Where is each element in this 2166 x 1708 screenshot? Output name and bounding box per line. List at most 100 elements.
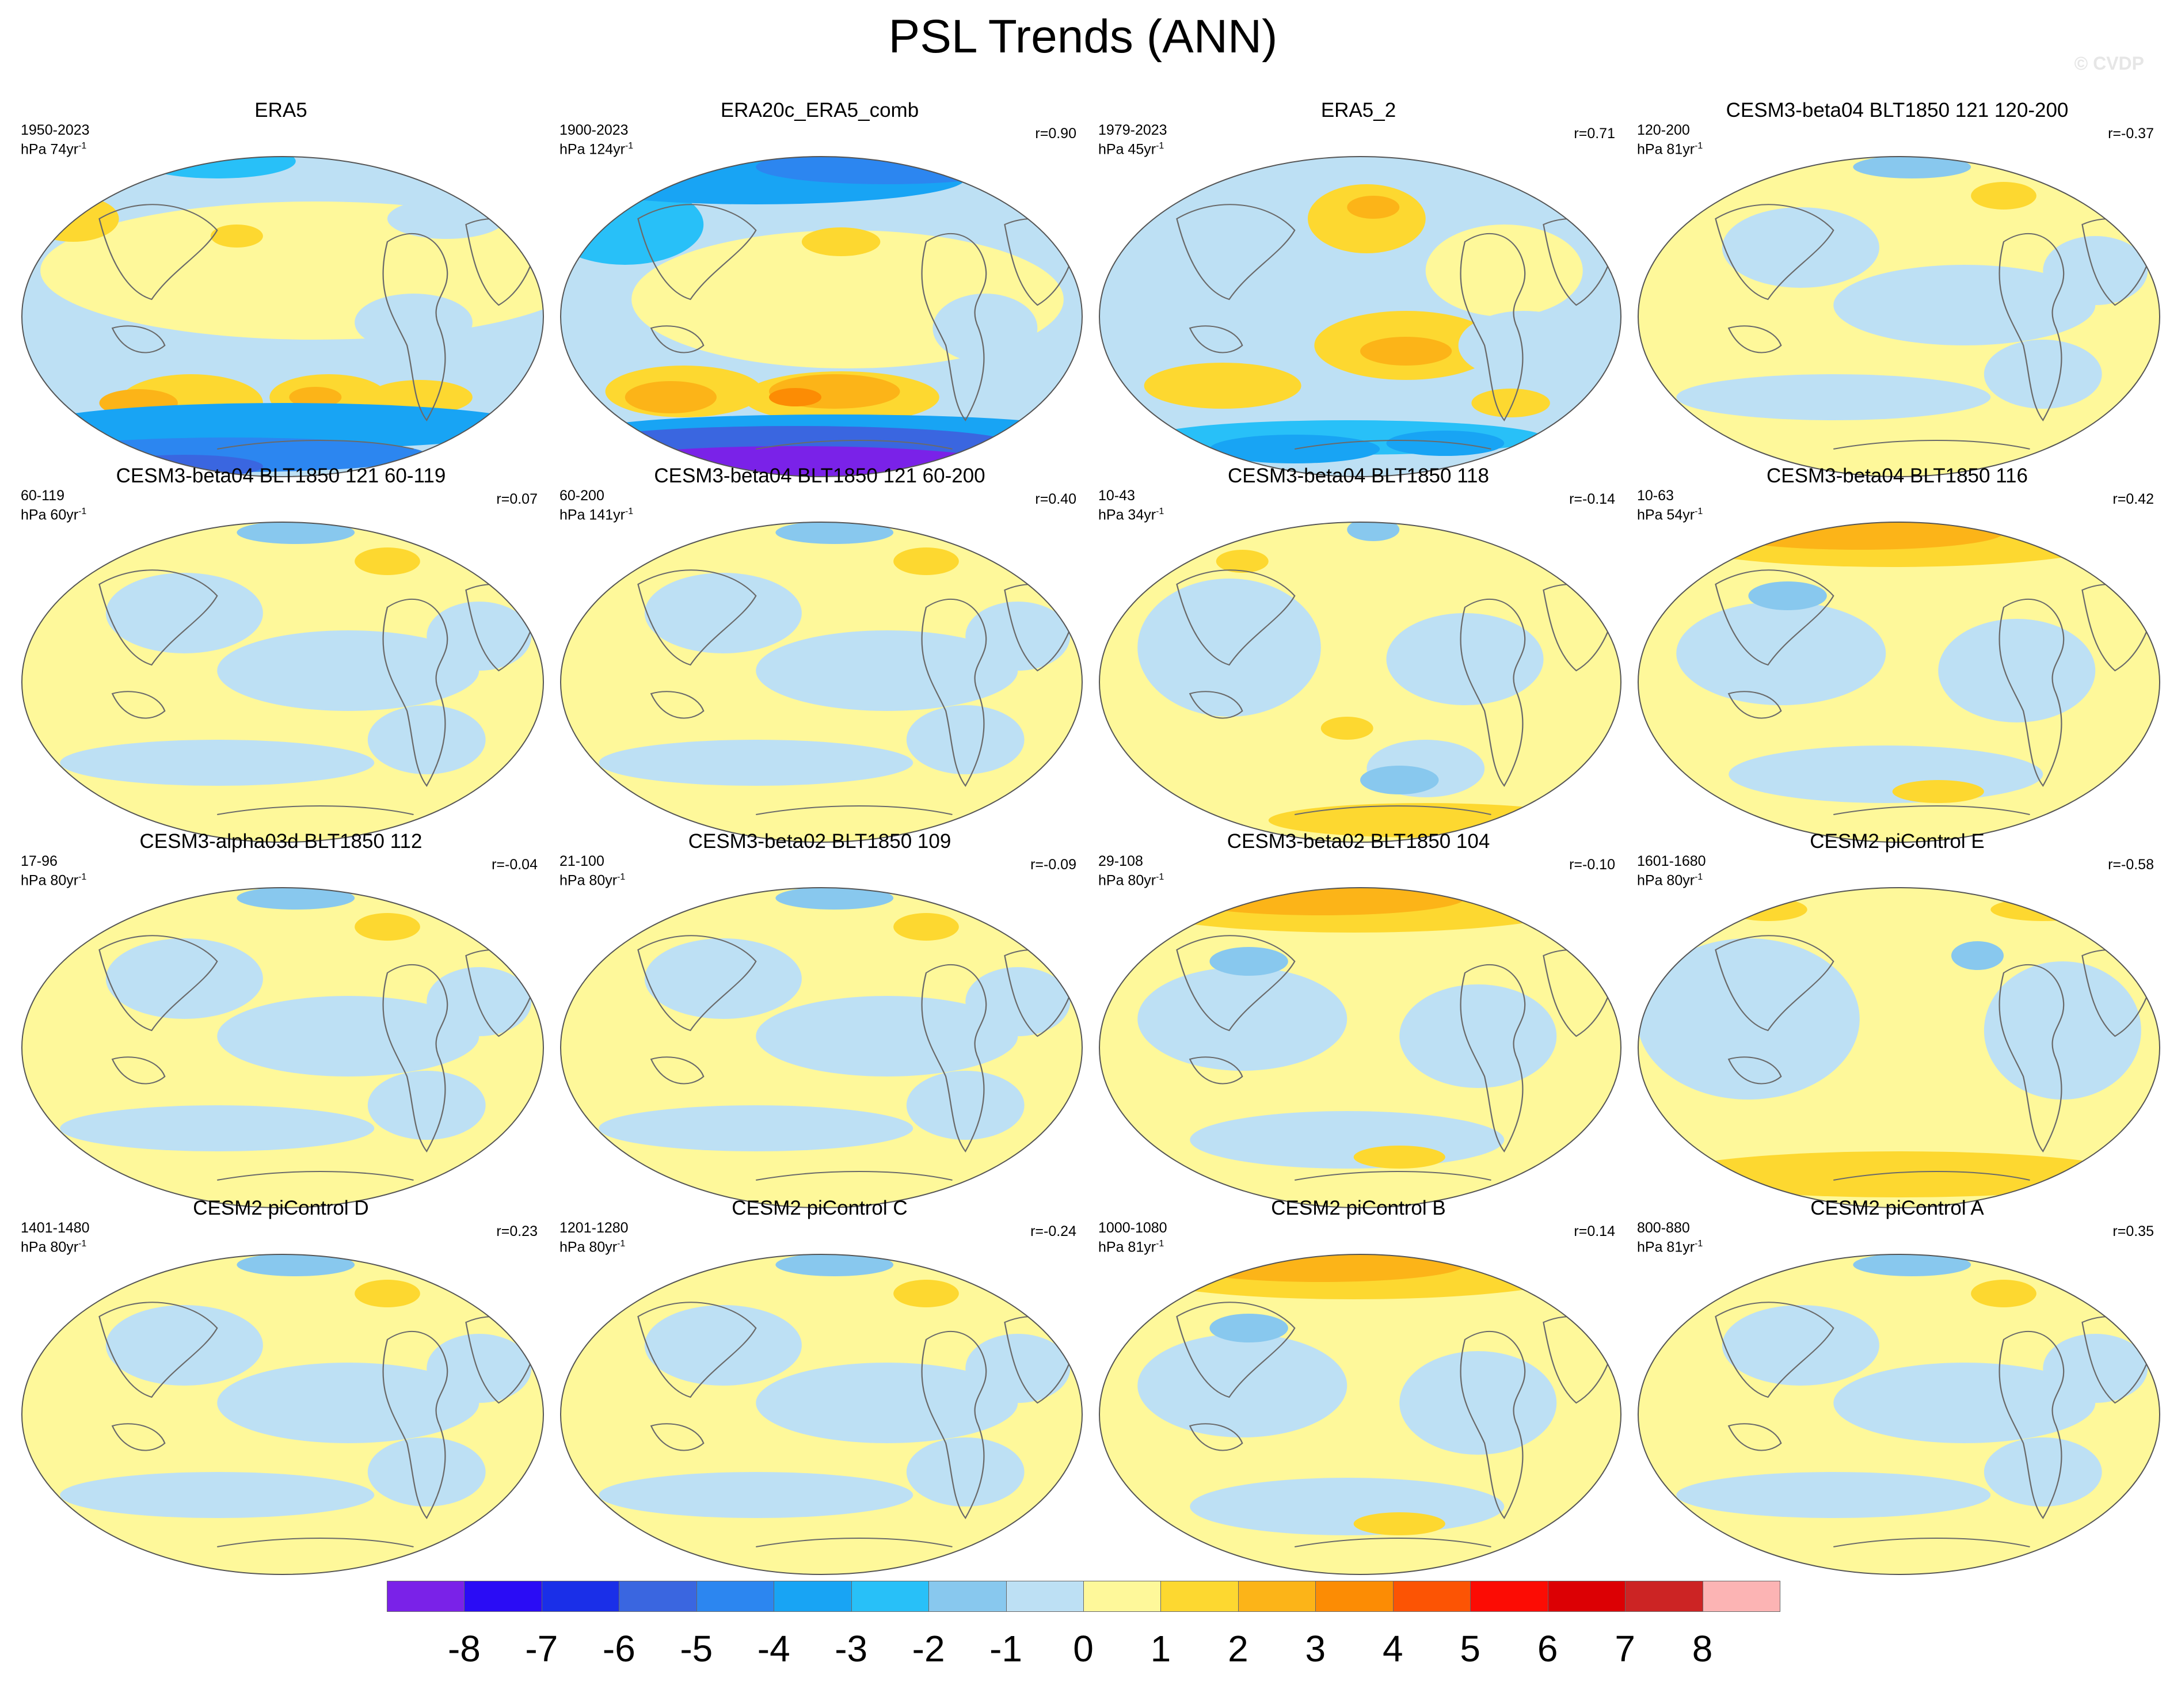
panel-years: 1201-1280 [559,1220,629,1236]
colorbar-tick-label: -3 [835,1628,868,1669]
coastline [1189,1423,1243,1451]
trend-contour [105,938,263,1019]
trend-contour [932,294,1038,363]
coastline [637,569,757,666]
panel-years: 10-43 [1098,488,1135,504]
panel-correlation: r=0.14 [1574,1223,1615,1239]
colorbar-swatch [1392,1581,1471,1612]
trend-contour [1347,196,1400,219]
trend-contour [965,602,1071,671]
trend-contour [906,705,1025,774]
trend-contour [289,387,342,408]
colorbar-tick-label: -5 [680,1628,713,1669]
trend-contour [599,740,913,786]
trend-contour [1984,1437,2102,1507]
coastline [382,964,448,1152]
panel-title: CESM3-beta02 BLT1850 104 [1227,830,1490,853]
trend-contour [644,573,802,653]
colorbar-tick-label: 1 [1150,1628,1171,1669]
panel-units: hPa 141yr-1 [559,507,634,523]
panel-title: CESM2 piControl D [193,1197,369,1219]
panel-units: hPa 81yr-1 [1637,141,1703,158]
map-border [1099,887,1621,1208]
trend-contour [1130,242,1262,334]
panel-correlation: r=0.90 [1035,125,1076,142]
trend-contour [1137,967,1347,1071]
coastline [1727,1423,1782,1451]
trend-contour [1676,1472,1991,1518]
trend-contour [1308,184,1426,253]
panel-units: hPa 80yr-1 [559,1239,626,1256]
trend-contour [801,227,881,256]
trend-contour [906,1071,1025,1140]
panel-years: 60-200 [559,488,604,504]
coastline [98,935,218,1032]
trend-map [560,887,1083,1208]
trend-contour [217,630,479,711]
trend-contour [1669,1151,2129,1197]
coastline [111,1423,166,1451]
panel-title: ERA20c_ERA5_comb [720,99,919,121]
coastline [921,233,987,421]
coastline [921,1330,987,1519]
colorbar-swatch [464,1581,542,1612]
trend-contour [893,913,959,941]
trend-contour [33,403,532,449]
coastline [1833,1171,2030,1181]
trend-map [1099,887,1621,1208]
trend-contour [1425,225,1583,317]
trend-contour [1722,207,1879,288]
coastline [1727,691,1782,719]
coastline [98,204,218,300]
trend-contour [2043,1334,2148,1403]
trend-contour [756,1363,1018,1443]
colorbar-swatch [1315,1581,1394,1612]
coastline [1998,598,2065,787]
colorbar: -8 -7 -6 -5 -4 -3 -2 -1 0 1 2 3 4 5 6 7 8 [387,1581,1780,1702]
trend-contour [2043,236,2148,305]
coastline [1460,1330,1526,1519]
coastline [1460,964,1526,1152]
trend-contour [1347,522,1400,541]
trend-contour [1399,1351,1557,1455]
panel-title: CESM3-beta04 BLT1850 121 120-200 [1726,99,2069,121]
trend-map [21,887,544,1208]
trend-contour [427,1334,532,1403]
map-border [21,1254,544,1575]
trend-contour [1386,431,1505,456]
coastline [1460,233,1526,421]
colorbar-tick-label: 0 [1073,1628,1094,1669]
panel-units: hPa 81yr-1 [1098,1239,1164,1256]
colorbar-swatch [851,1581,930,1612]
trend-contour [1144,363,1301,409]
coastline [217,440,414,450]
panel-correlation: r=-0.10 [1569,857,1615,873]
coastline [1176,935,1296,1032]
map-border [560,156,1083,477]
coastline [1715,935,1834,1032]
coastline [1460,598,1526,787]
coastline [1176,569,1296,666]
panel-correlation: r=-0.58 [2108,857,2154,873]
panel-years: 1401-1480 [21,1220,90,1236]
colorbar-tick-label: 2 [1228,1628,1248,1669]
coastline [650,325,705,353]
coastline [1176,1302,1296,1398]
trend-contour [1386,613,1544,705]
trend-contour [1216,550,1269,573]
trend-map [1638,156,2160,477]
colorbar-tick-label: -1 [989,1628,1022,1669]
panel-years: 10-63 [1637,488,1674,504]
panel-title: CESM3-beta04 BLT1850 116 [1767,465,2028,487]
trend-contour [237,522,355,544]
map-border [560,522,1083,843]
trend-map [1638,887,2160,1208]
colorbar-tick-label: 6 [1537,1628,1558,1669]
map-panel: CESM2 piControl C 1201-1280 hPa 80yr-1 r=-0… [549,1196,1090,1575]
panel-correlation: r=0.42 [2112,491,2154,507]
trend-map [21,522,544,843]
trend-contour [1833,265,2096,345]
colorbar-swatch [387,1581,465,1612]
coastline [1998,964,2065,1152]
trend-contour [1360,337,1452,366]
